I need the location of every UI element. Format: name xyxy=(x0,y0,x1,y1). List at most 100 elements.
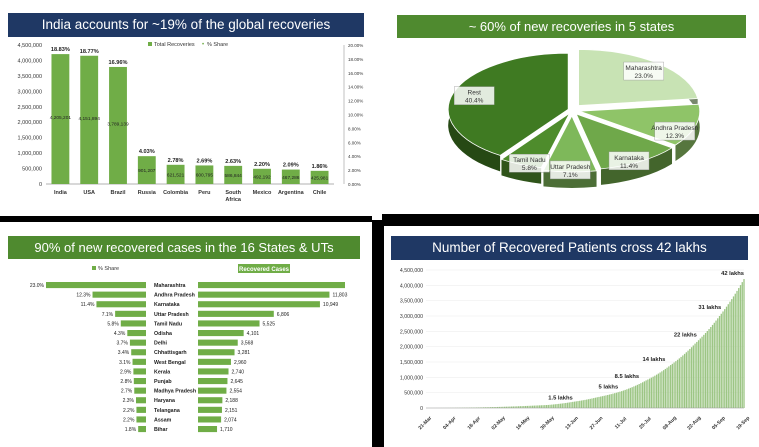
bar-daily-recovered xyxy=(738,288,740,408)
y2-tick-label: 16.00% xyxy=(348,71,363,76)
bar-daily-recovered xyxy=(559,403,562,408)
state-category-label: Karnataka xyxy=(154,302,180,308)
bar-daily-recovered xyxy=(491,407,494,408)
bar-daily-recovered xyxy=(619,391,621,408)
share-data-label: 3.1% xyxy=(119,360,131,366)
milestone-annotation: 31 lakhs xyxy=(698,305,721,311)
bar-daily-recovered xyxy=(507,406,509,408)
bar-daily-recovered xyxy=(554,404,556,408)
bar-daily-recovered xyxy=(519,406,522,408)
bar-daily-recovered xyxy=(642,382,644,408)
bar-daily-recovered xyxy=(573,401,576,408)
state-category-label: Punjab xyxy=(154,379,172,385)
bar-daily-recovered xyxy=(689,348,691,408)
bar-share xyxy=(136,406,146,413)
y-tick-label: 3,000,000 xyxy=(18,89,42,95)
recovered-data-label: 2,554 xyxy=(229,389,242,395)
bar-recovered-cases xyxy=(198,320,260,327)
pie-value-label: 7.1% xyxy=(563,172,578,179)
bar-daily-recovered xyxy=(533,405,535,408)
bar-daily-recovered xyxy=(678,358,681,408)
bar-daily-recovered xyxy=(538,405,541,408)
bar-daily-recovered xyxy=(596,397,598,408)
states-recovered-panel: 90% of new recovered cases in the 16 Sta… xyxy=(0,222,372,447)
y2-tick-label: 2.00% xyxy=(348,168,361,173)
legend-marker-share: • xyxy=(202,42,204,48)
y-tick-label: 2,000,000 xyxy=(18,120,42,126)
share-data-label: 18.83% xyxy=(51,47,70,53)
bar-daily-recovered xyxy=(696,341,698,408)
x-tick-label: 11-Jul xyxy=(614,416,629,431)
y2-tick-label: 20.00% xyxy=(348,43,363,48)
y-tick-label: 3,500,000 xyxy=(400,299,423,305)
bar-daily-recovered xyxy=(659,372,661,408)
state-category-label: Uttar Pradesh xyxy=(154,312,189,318)
bar-daily-recovered xyxy=(655,374,658,408)
bar-daily-recovered xyxy=(566,402,569,408)
bar-share xyxy=(129,339,146,346)
bar-daily-recovered xyxy=(736,290,738,408)
share-data-label: 4.3% xyxy=(114,331,126,337)
bar-daily-recovered xyxy=(495,406,497,408)
bar-daily-recovered xyxy=(687,350,689,408)
recovered-patients-chart: 0 500,000 1,000,000 1,500,000 2,000,000 2,500… xyxy=(400,268,751,431)
bar-recovered-cases xyxy=(198,387,227,394)
y-tick-label: 3,000,000 xyxy=(400,314,423,320)
bar-daily-recovered xyxy=(617,392,619,408)
x-tick-label: 21-Mar xyxy=(417,415,433,431)
bar-daily-recovered xyxy=(577,401,579,408)
bar-daily-recovered xyxy=(500,406,502,408)
bar-daily-recovered xyxy=(528,405,530,408)
bar-recovered-cases xyxy=(198,368,229,375)
share-data-label: 3.4% xyxy=(118,350,130,356)
bar-share xyxy=(115,310,146,317)
bar-daily-recovered xyxy=(551,404,553,408)
y-tick-label: 1,000,000 xyxy=(400,375,423,381)
bar-daily-recovered xyxy=(614,393,616,408)
bar-daily-recovered xyxy=(715,320,717,408)
pie-label-box xyxy=(454,86,495,105)
y2-tick-label: 12.00% xyxy=(348,99,363,104)
bar-daily-recovered xyxy=(645,380,647,408)
bar-daily-recovered xyxy=(496,406,499,408)
x-category-label: India xyxy=(54,190,68,196)
bar-daily-recovered xyxy=(643,381,646,408)
value-data-label: 425,981 xyxy=(311,175,329,181)
y-tick-label: 1,000,000 xyxy=(18,151,42,157)
recovered-data-label: 10,949 xyxy=(323,302,339,308)
bar-daily-recovered xyxy=(537,405,539,408)
x-category-label: Chile xyxy=(313,190,326,196)
legend-label-total: Total Recoveries xyxy=(154,42,195,48)
bar-share xyxy=(92,291,146,298)
bar-daily-recovered xyxy=(699,338,701,408)
bar-daily-recovered xyxy=(523,406,525,408)
y-tick-label: 3,500,000 xyxy=(18,74,42,80)
share-data-label: 5.8% xyxy=(107,321,119,327)
y-tick-label: 2,500,000 xyxy=(18,105,42,111)
pie-slice xyxy=(447,52,569,156)
share-data-label: 12.3% xyxy=(76,293,91,299)
y-tick-label: 4,000,000 xyxy=(400,283,423,289)
bar-daily-recovered xyxy=(629,387,632,408)
bar-total-recoveries xyxy=(166,164,185,184)
bar-daily-recovered xyxy=(561,403,563,408)
bar-daily-recovered xyxy=(535,405,537,408)
legend-swatch-total xyxy=(148,42,152,46)
recovered-data-label: 2,960 xyxy=(234,360,247,366)
bar-daily-recovered xyxy=(675,361,677,408)
y-tick-label: 4,000,000 xyxy=(18,58,42,64)
state-category-label: Haryana xyxy=(154,398,175,404)
recovered-data-label: 2,740 xyxy=(232,369,245,375)
share-data-label: 3.7% xyxy=(117,341,129,347)
state-category-label: Andhra Pradesh xyxy=(154,293,195,299)
bar-daily-recovered xyxy=(680,356,682,408)
share-data-label: 23.0% xyxy=(30,283,45,289)
horizontal-divider-right xyxy=(382,214,759,226)
y2-tick-label: 8.00% xyxy=(348,126,361,131)
bar-daily-recovered xyxy=(727,304,729,408)
y-tick-label: 1,500,000 xyxy=(400,360,423,366)
bar-daily-recovered xyxy=(741,282,743,408)
global-recoveries-chart: 0 500,000 1,000,000 1,500,000 2,000,000 2,500… xyxy=(18,42,363,203)
share-data-label: 4.03% xyxy=(139,149,155,155)
bar-daily-recovered xyxy=(720,313,722,408)
